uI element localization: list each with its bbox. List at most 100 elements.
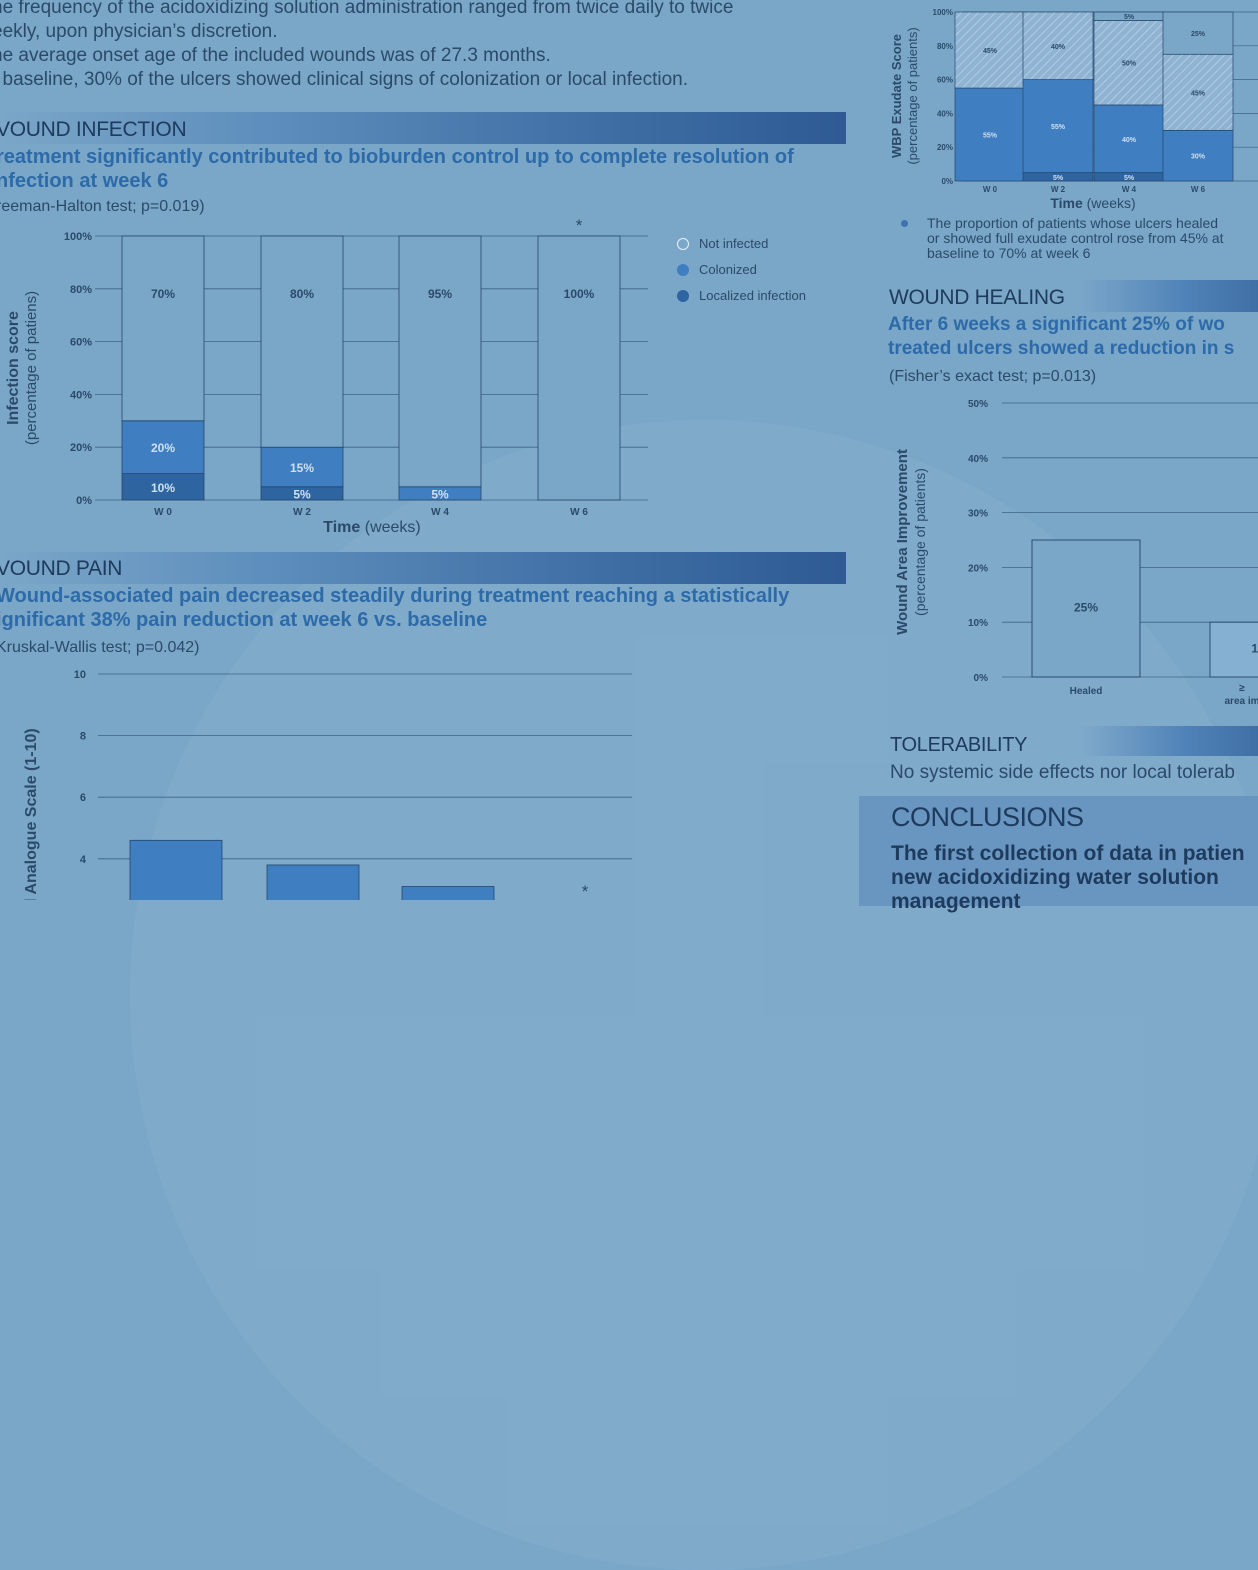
y-tick-label: 40% [968, 454, 988, 465]
healing-headline: After 6 weeks a significant 25% of wo tr… [888, 313, 1234, 361]
conclusions-line: The first collection of data in patien [891, 842, 1245, 865]
data-label: 1 [1251, 642, 1258, 656]
bar-segment [1162, 53, 1234, 131]
y-tick-label: 20% [70, 442, 92, 454]
data-label: 25% [1191, 31, 1206, 38]
significance-asterisk: * [582, 882, 589, 900]
y-tick-label: 4 [80, 854, 87, 866]
bar-segment [537, 235, 621, 501]
bar-segment [121, 235, 205, 422]
pain-bar [266, 864, 360, 900]
bar-segment [1022, 11, 1094, 80]
legend-colonized: Colonized [677, 262, 757, 277]
bar-segment [1162, 11, 1234, 55]
bar-segment [1093, 20, 1165, 106]
bar-segment [260, 235, 344, 448]
x-tick-label: W 4 [431, 507, 449, 518]
data-label: 80% [290, 287, 314, 301]
significance-asterisk: * [576, 216, 583, 235]
data-label: 5% [1124, 175, 1135, 182]
legend-label: Colonized [699, 262, 757, 277]
x-tick-label: area im [1224, 696, 1258, 707]
data-label: 55% [983, 133, 998, 140]
legend-swatch-localized [677, 290, 689, 302]
bar-segment [398, 235, 482, 488]
y-tick-label: 0% [941, 177, 953, 186]
data-label: 100% [564, 287, 595, 301]
x-tick-label: W 0 [983, 185, 998, 194]
data-label: 5% [1124, 14, 1135, 21]
healing-bar [1209, 621, 1258, 678]
y-tick-label: 40% [70, 389, 92, 401]
bar-segment [1022, 79, 1094, 173]
x-axis-title: Time (weeks) [1050, 195, 1135, 211]
y-tick-label: 30% [968, 509, 988, 520]
intro-text: he frequency of the acidoxidizing soluti… [0, 0, 852, 92]
data-label: 5% [431, 487, 449, 501]
y-tick-label: 0% [76, 495, 92, 507]
bar-segment [121, 473, 205, 501]
intro-line: he frequency of the acidoxidizing soluti… [0, 0, 734, 18]
legend-label: Localized infection [699, 288, 806, 303]
data-label: 25% [1074, 601, 1098, 615]
data-label: 30% [1191, 154, 1206, 161]
y-axis-title: al Analogue Scale (1-10) [23, 728, 40, 900]
data-label: 10% [151, 481, 175, 495]
legend-swatch-colonized [677, 264, 689, 276]
tolerability-text: No systemic side effects nor local toler… [890, 762, 1235, 783]
x-axis-title: Time (weeks) [323, 519, 421, 536]
y-tick-label: 80% [70, 284, 92, 296]
data-label: 95% [428, 287, 452, 301]
data-label: 5% [1053, 175, 1064, 182]
y-tick-label: 8 [80, 731, 86, 743]
infection-section-banner [0, 112, 846, 144]
y-tick-label: 60% [937, 76, 953, 85]
infection-stat-test: reeman-Halton test; p=0.019) [0, 198, 205, 215]
exudate-chart: 0% 20% 40% 60% 80% 100% 55% 45% W 0 5% 55% 40% W 2 5%… [889, 8, 1258, 211]
x-tick-label: W 2 [293, 507, 311, 518]
infection-headline-line: nfection at week 6 [0, 170, 169, 192]
y-tick-label: 60% [70, 337, 92, 349]
bar-segment [954, 11, 1026, 89]
y-tick-label: 100% [64, 231, 92, 243]
legend-label: Not infected [699, 236, 769, 251]
y-tick-label: 6 [80, 792, 86, 804]
infection-headline: reatment significantly contributed to bi… [0, 145, 794, 193]
x-tick-label: ≥ [1239, 683, 1245, 694]
conclusions-line: management [891, 890, 1021, 913]
healing-section-banner [1080, 280, 1258, 312]
data-label: 70% [151, 287, 175, 301]
healing-chart: 0% 10% 20% 30% 40% 50% 25% 1 Healed ≥ area im Wound… [894, 399, 1258, 707]
data-label: 50% [1122, 61, 1137, 68]
data-label: 45% [1191, 90, 1206, 97]
y-tick-label: 0% [974, 673, 989, 684]
conclusions-box [859, 796, 1258, 906]
data-label: 55% [1051, 124, 1066, 131]
data-label: 15% [290, 461, 314, 475]
pain-headline-line: Wound-associated pain decreased steadily… [0, 585, 790, 607]
y-tick-label: 80% [937, 42, 953, 51]
x-tick-label: W 2 [1051, 185, 1066, 194]
data-label: 40% [1051, 44, 1066, 51]
exudate-bullet-line: baseline to 70% at week 6 [927, 245, 1091, 261]
data-label: 40% [1122, 137, 1137, 144]
y-axis-title: Wound Area Improvement [894, 449, 911, 635]
pain-bar [129, 839, 223, 900]
y-axis-subtitle: (percentage of patients) [912, 468, 928, 616]
tolerability-section-title: TOLERABILITY [890, 734, 1028, 756]
healing-section-title: WOUND HEALING [889, 286, 1065, 309]
healing-headline-line: After 6 weeks a significant 25% of wo [888, 314, 1225, 335]
bar-segment [260, 446, 344, 488]
y-tick-label: 100% [933, 8, 953, 17]
bar-segment [121, 420, 205, 475]
legend-swatch-not-infected [677, 238, 689, 250]
x-tick-label: W 4 [1122, 185, 1137, 194]
bar-segment [1162, 129, 1234, 182]
bullet-icon [901, 220, 908, 227]
intro-line: eekly, upon physician’s discretion. [0, 21, 278, 42]
bar-segment [954, 87, 1026, 182]
y-tick-label: 50% [968, 399, 988, 410]
y-axis-subtitle: (percentage of patients) [905, 27, 920, 164]
infection-chart: 0% 20% 40% 60% 80% 100% 10% 20% 70% W 0 5% 15% 80% W … [5, 216, 648, 536]
intro-line: t baseline, 30% of the ulcers showed cli… [0, 69, 688, 90]
